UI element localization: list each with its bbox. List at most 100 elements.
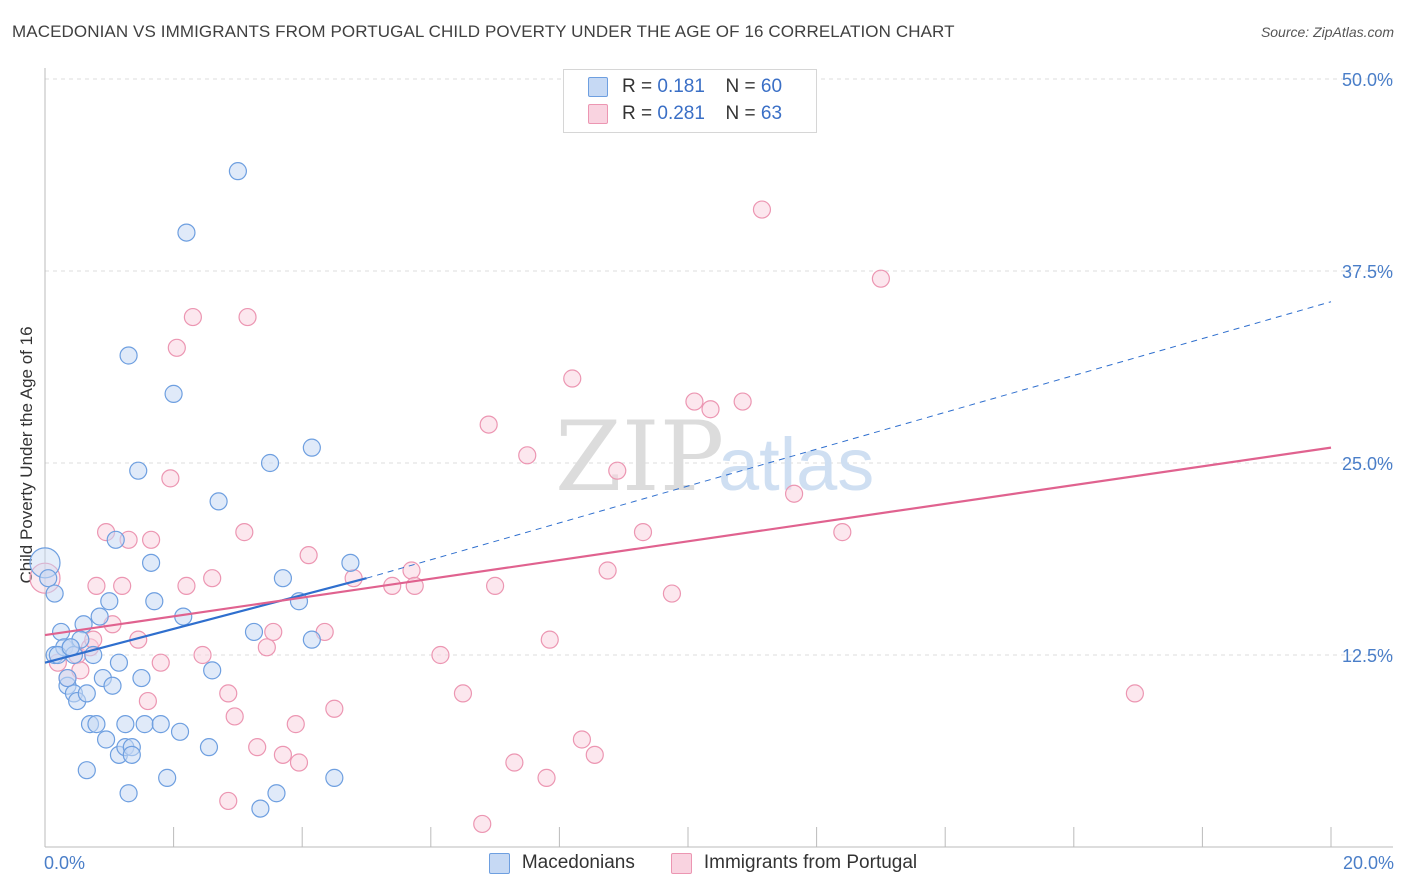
portugal-point: [299, 546, 318, 565]
trend-line-portugal: [44, 446, 1332, 637]
portugal-point: [431, 645, 450, 665]
portugal-point: [177, 576, 196, 595]
portugal-point: [608, 461, 627, 480]
chart-title: MACEDONIAN VS IMMIGRANTS FROM PORTUGAL C…: [12, 22, 955, 41]
macedonian-point: [273, 569, 293, 588]
macedonian-point: [103, 676, 122, 695]
series-legend: Macedonians Immigrants from Portugal: [0, 852, 1406, 874]
macedonian-point: [109, 653, 129, 672]
macedonian-point: [177, 223, 196, 242]
macedonian-point: [39, 569, 58, 588]
portugal-point: [225, 707, 244, 726]
macedonian-point: [100, 592, 119, 611]
macedonian-point: [119, 346, 138, 365]
macedonian-point: [77, 761, 96, 780]
macedonian-point: [58, 668, 77, 688]
portugal-point: [563, 369, 582, 388]
portugal-point: [505, 753, 524, 772]
macedonian-point: [119, 784, 138, 803]
portugal-point: [235, 523, 254, 542]
r-label: R =: [622, 103, 653, 124]
y-tick-label-2: 37.5%: [1342, 262, 1393, 282]
n-label: N =: [725, 76, 756, 97]
portugal-point: [537, 768, 556, 787]
portugal-point: [151, 653, 170, 672]
trend-line-macedonians-extended: [366, 301, 1332, 579]
axes: [44, 68, 1393, 848]
macedonian-point: [251, 799, 270, 818]
macedonian-point: [164, 384, 183, 403]
portugal-point: [113, 576, 132, 595]
portugal-point: [264, 622, 283, 642]
portugal-point: [161, 469, 180, 488]
portugal-point: [685, 392, 704, 411]
macedonian-point: [209, 492, 228, 511]
portugal-point: [833, 523, 852, 542]
portugal-point: [203, 569, 222, 588]
portugal-point: [141, 530, 161, 549]
y-tick-label-3: 50.0%: [1342, 70, 1393, 90]
portugal-point: [473, 814, 492, 834]
portugal-point: [257, 638, 276, 657]
macedonian-point: [151, 715, 170, 734]
macedonian-point: [77, 684, 96, 703]
portugal-point: [1125, 684, 1144, 703]
y-tick-label-0: 12.5%: [1342, 646, 1393, 666]
stats-legend: R = 0.181 N = 60 R = 0.281 N = 63: [563, 69, 817, 133]
source-label: Source: ZipAtlas.com: [1260, 24, 1394, 40]
portugal-point: [138, 691, 157, 711]
portugal-point: [572, 730, 592, 749]
macedonian-point: [158, 768, 177, 787]
n-label: N =: [725, 103, 756, 124]
macedonian-point: [260, 453, 280, 473]
macedonian-point: [302, 438, 321, 457]
n-value: 60: [760, 76, 783, 97]
portugal-point: [193, 645, 212, 665]
macedonian-point: [267, 784, 286, 803]
portugal-point: [248, 738, 267, 757]
r-value: 0.281: [657, 103, 705, 124]
macedonian-point: [96, 730, 116, 749]
n-value: 63: [760, 103, 783, 124]
gridlines: [45, 78, 1393, 656]
macedonian-point: [45, 584, 64, 603]
macedonian-point: [129, 461, 148, 480]
x-tick-label-max: 20.0%: [1342, 853, 1394, 873]
portugal-point: [871, 269, 891, 288]
portugal-point: [733, 392, 752, 411]
y-tick-label-1: 25.0%: [1342, 454, 1393, 474]
watermark: ZIP atlas: [555, 401, 874, 513]
legend-swatch-blue: [588, 77, 608, 97]
stats-legend-row-portugal: R = 0.281 N = 63: [588, 101, 782, 127]
portugal-point: [273, 745, 293, 764]
x-tick-label-min: 0.0%: [44, 853, 86, 873]
portugal-point: [219, 791, 238, 811]
macedonian-point: [87, 715, 106, 734]
portugal-point: [289, 753, 309, 772]
r-label: R =: [622, 76, 653, 97]
macedonian-point: [341, 553, 360, 572]
macedonian-point: [145, 592, 164, 611]
trend-line-macedonians: [44, 577, 367, 664]
portugal-point: [662, 584, 682, 603]
legend-label: Macedonians: [521, 852, 635, 873]
macedonian-point: [228, 162, 247, 181]
macedonian-point: [122, 745, 141, 764]
y-tick-labels: 12.5% 25.0% 37.5% 50.0%: [1342, 70, 1393, 666]
portugal-point: [598, 561, 617, 580]
portugal-point: [402, 561, 421, 580]
portugal-point: [286, 715, 305, 734]
macedonian-point: [244, 622, 264, 642]
macedonian-point: [302, 630, 321, 649]
macedonian-point: [106, 530, 125, 549]
portugal-point: [453, 684, 473, 703]
legend-item-macedonians[interactable]: Macedonians: [488, 852, 635, 874]
trend-lines: [44, 301, 1332, 664]
portugal-point: [87, 576, 106, 595]
portugal-point: [585, 745, 604, 764]
legend-item-portugal[interactable]: Immigrants from Portugal: [670, 852, 917, 874]
macedonian-point: [116, 715, 135, 734]
r-value: 0.181: [657, 76, 705, 97]
portugal-point: [479, 415, 498, 434]
